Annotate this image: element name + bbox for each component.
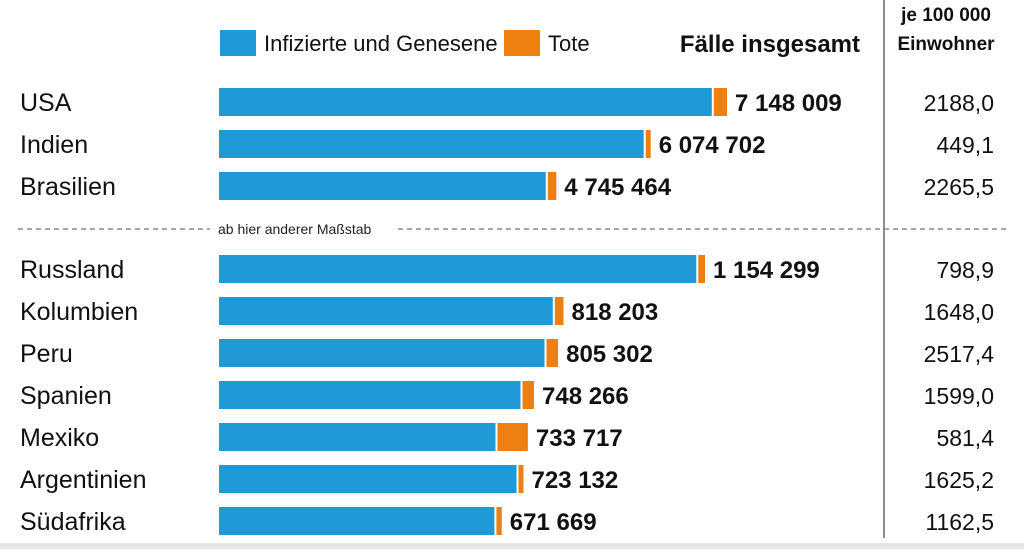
country-label: Brasilien — [20, 173, 116, 201]
country-label: Mexiko — [20, 424, 99, 452]
total-label: 723 132 — [532, 467, 619, 494]
bar-infected — [219, 507, 495, 535]
bar-infected — [219, 339, 545, 367]
legend: Infizierte und Genesene Tote — [220, 30, 590, 56]
country-label: Südafrika — [20, 508, 126, 536]
per-100k-value: 2517,4 — [924, 341, 995, 367]
bar-infected — [219, 297, 553, 325]
total-label: 805 302 — [566, 341, 653, 368]
per-100k-value: 798,9 — [936, 257, 994, 283]
total-label: 733 717 — [536, 425, 623, 452]
country-label: Spanien — [20, 382, 112, 410]
per-100k-value: 1599,0 — [924, 383, 994, 409]
bar-infected — [219, 381, 521, 409]
bar-deaths — [713, 88, 727, 116]
bars: USA 7 148 009 2188,0 Indien 6 074 702 449,1 Br… — [20, 88, 994, 536]
country-label: Peru — [20, 340, 73, 368]
per-100k-value: 2188,0 — [924, 90, 994, 116]
bar-deaths — [554, 297, 564, 325]
bar-infected — [219, 255, 697, 283]
total-label: 818 203 — [572, 299, 659, 326]
per-100k-value: 1648,0 — [924, 299, 994, 325]
scale-break-note: ab hier anderer Maßstab — [218, 221, 372, 237]
legend-label-infected: Infizierte und Genesene — [264, 31, 498, 56]
bar-infected — [219, 423, 496, 451]
header-per-100k-line1: je 100 000 — [900, 5, 991, 26]
bar-infected — [219, 130, 644, 158]
legend-swatch-infected — [220, 30, 256, 56]
per-100k-value: 2265,5 — [924, 174, 994, 200]
total-label: 1 154 299 — [713, 257, 820, 284]
country-label: USA — [20, 89, 72, 117]
bar-deaths — [645, 130, 651, 158]
legend-swatch-deaths — [504, 30, 540, 56]
bar-infected — [219, 465, 517, 493]
per-100k-value: 449,1 — [936, 132, 994, 158]
country-label: Kolumbien — [20, 298, 138, 326]
bar-deaths — [518, 465, 524, 493]
bar-infected — [219, 172, 546, 200]
total-label: 4 745 464 — [564, 174, 671, 201]
bar-infected — [219, 88, 712, 116]
per-100k-value: 581,4 — [936, 425, 994, 451]
total-label: 6 074 702 — [659, 132, 766, 159]
bar-deaths — [522, 381, 534, 409]
bar-deaths — [546, 339, 559, 367]
total-label: 748 266 — [542, 383, 629, 410]
total-label: 7 148 009 — [735, 90, 842, 117]
header-total: Fälle insgesamt — [680, 31, 860, 58]
bar-deaths — [497, 423, 528, 451]
per-100k-value: 1625,2 — [924, 467, 994, 493]
country-label: Russland — [20, 256, 124, 284]
bar-deaths — [496, 507, 502, 535]
bar-deaths — [547, 172, 557, 200]
legend-label-deaths: Tote — [548, 31, 590, 56]
total-label: 671 669 — [510, 509, 597, 536]
bar-deaths — [698, 255, 705, 283]
header-per-100k-line2: Einwohner — [897, 34, 995, 55]
per-100k-value: 1162,5 — [925, 509, 994, 535]
scale-break: ab hier anderer Maßstab — [18, 221, 1006, 237]
country-label: Argentinien — [20, 466, 146, 494]
country-label: Indien — [20, 131, 88, 159]
